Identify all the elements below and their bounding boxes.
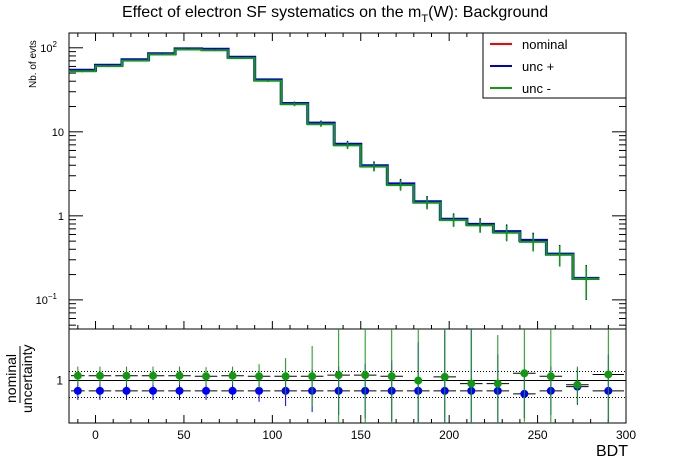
main-plot: 102 10 1 10−1 <box>36 33 627 329</box>
x-tick-label: 300 <box>616 428 636 442</box>
x-axis-label: BDT <box>596 443 628 460</box>
ratio-point <box>281 372 290 381</box>
x-tick-label: 150 <box>351 428 371 442</box>
ratio-point <box>361 371 370 380</box>
ratio-point <box>255 386 264 395</box>
ratio-point <box>95 386 104 395</box>
ratio-point <box>520 369 529 378</box>
legend: nominal unc + unc - <box>482 32 627 99</box>
ratio-point <box>148 386 157 395</box>
ratio-plot: 0 50 100 150 200 250 300 1 <box>56 329 636 442</box>
ratio-point <box>202 386 211 395</box>
ratio-point <box>493 379 502 388</box>
ratio-y-tick-label: 1 <box>56 374 63 388</box>
ratio-point <box>148 371 157 380</box>
ratio-point <box>175 371 184 380</box>
ratio-point <box>334 371 343 380</box>
ratio-point <box>175 386 184 395</box>
x-tick-label: 50 <box>177 428 191 442</box>
ratio-point <box>467 379 476 388</box>
ratio-point <box>546 372 555 381</box>
x-tick-label: 0 <box>92 428 99 442</box>
ratio-point <box>73 371 82 380</box>
x-tick-label: 200 <box>439 428 459 442</box>
ratio-plot-frame <box>68 328 627 424</box>
ratio-point <box>255 372 264 381</box>
ratio-point <box>414 376 423 385</box>
y-tick-label: 1 <box>58 211 64 223</box>
ratio-point <box>228 386 237 395</box>
chart-title-end: (W): Background <box>428 4 548 21</box>
chart-title: Effect of electron SF systematics on the… <box>122 4 548 25</box>
y-axis-label: Nb. of evts <box>28 40 39 88</box>
ratio-y-label-bottom: uncertainty <box>19 345 35 413</box>
ratio-point <box>573 380 582 389</box>
x-tick-label: 100 <box>262 428 282 442</box>
ratio-point <box>604 370 613 379</box>
y-tick-label: 10−1 <box>36 292 58 307</box>
ratio-point <box>308 372 317 381</box>
ratio-point <box>122 371 131 380</box>
legend-label-unc-plus: unc + <box>522 59 554 74</box>
x-tick-label: 250 <box>528 428 548 442</box>
ratio-point <box>228 371 237 380</box>
y-tick-label: 10 <box>52 127 64 139</box>
ratio-point <box>122 386 131 395</box>
ratio-point <box>95 371 104 380</box>
legend-label-nominal: nominal <box>522 37 568 52</box>
ratio-point <box>387 372 396 381</box>
y-tick-label: 102 <box>40 40 57 55</box>
legend-label-unc-minus: unc - <box>522 81 551 96</box>
ratio-point <box>440 372 449 381</box>
ratio-point <box>202 372 211 381</box>
chart-title-subscript: T <box>421 13 428 25</box>
ratio-point <box>73 386 82 395</box>
ratio-y-label-top: nominal <box>3 354 19 403</box>
